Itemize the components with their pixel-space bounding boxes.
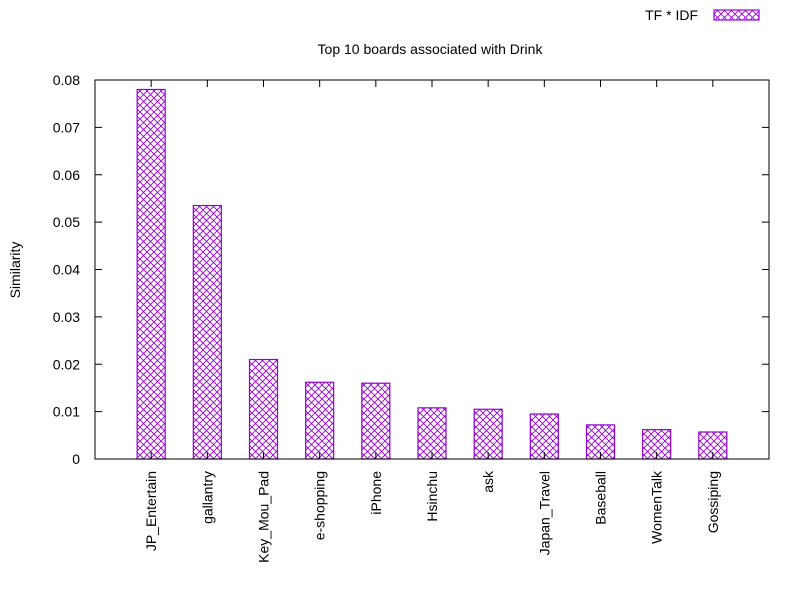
bar-e-shopping: [305, 381, 335, 460]
x-tick-label: e-shopping: [312, 471, 328, 540]
x-tick-label: WomenTalk: [649, 470, 665, 544]
x-tick-label: iPhone: [368, 471, 384, 515]
y-tick-label: 0: [72, 451, 80, 467]
bar-key-mou-pad: [248, 358, 279, 460]
y-tick-label: 0.03: [53, 309, 80, 325]
bar-iphone: [361, 382, 391, 460]
legend-label: TF * IDF: [645, 7, 698, 23]
bar-gallantry: [192, 204, 222, 460]
legend-swatch: [713, 9, 760, 21]
x-tick-label: Japan_Travel: [536, 471, 552, 555]
bar-jp-entertain: [136, 88, 166, 460]
x-tick-label: Gossiping: [705, 471, 721, 533]
plot-frame: [94, 79, 770, 460]
x-tick-label: gallantry: [199, 471, 215, 524]
y-tick-label: 0.06: [53, 167, 80, 183]
x-axis-ticks: JP_Entertain gallantry Key_Mou_Pad e-shoppi…: [143, 80, 721, 563]
bar-hsinchu: [417, 407, 447, 460]
y-tick-label: 0.05: [53, 214, 80, 230]
x-tick-label: Key_Mou_Pad: [256, 471, 272, 563]
y-axis-label: Similarity: [7, 242, 23, 299]
bar-ask: [473, 408, 503, 460]
x-tick-label: JP_Entertain: [143, 471, 159, 551]
y-axis-ticks: 0 0.01 0.02 0.03 0.04 0.05 0.06 0.07 0.08: [53, 72, 769, 467]
chart-title: Top 10 boards associated with Drink: [318, 41, 544, 57]
y-tick-label: 0.04: [53, 262, 80, 278]
bars: [136, 88, 728, 460]
y-tick-label: 0.07: [53, 119, 80, 135]
y-tick-label: 0.08: [53, 72, 80, 88]
bar-japan-travel: [529, 413, 559, 460]
x-tick-label: ask: [480, 470, 496, 493]
y-tick-label: 0.02: [53, 356, 80, 372]
y-tick-label: 0.01: [53, 404, 80, 420]
legend: TF * IDF: [645, 7, 760, 23]
x-tick-label: Hsinchu: [424, 471, 440, 522]
x-tick-label: Baseball: [593, 471, 609, 525]
